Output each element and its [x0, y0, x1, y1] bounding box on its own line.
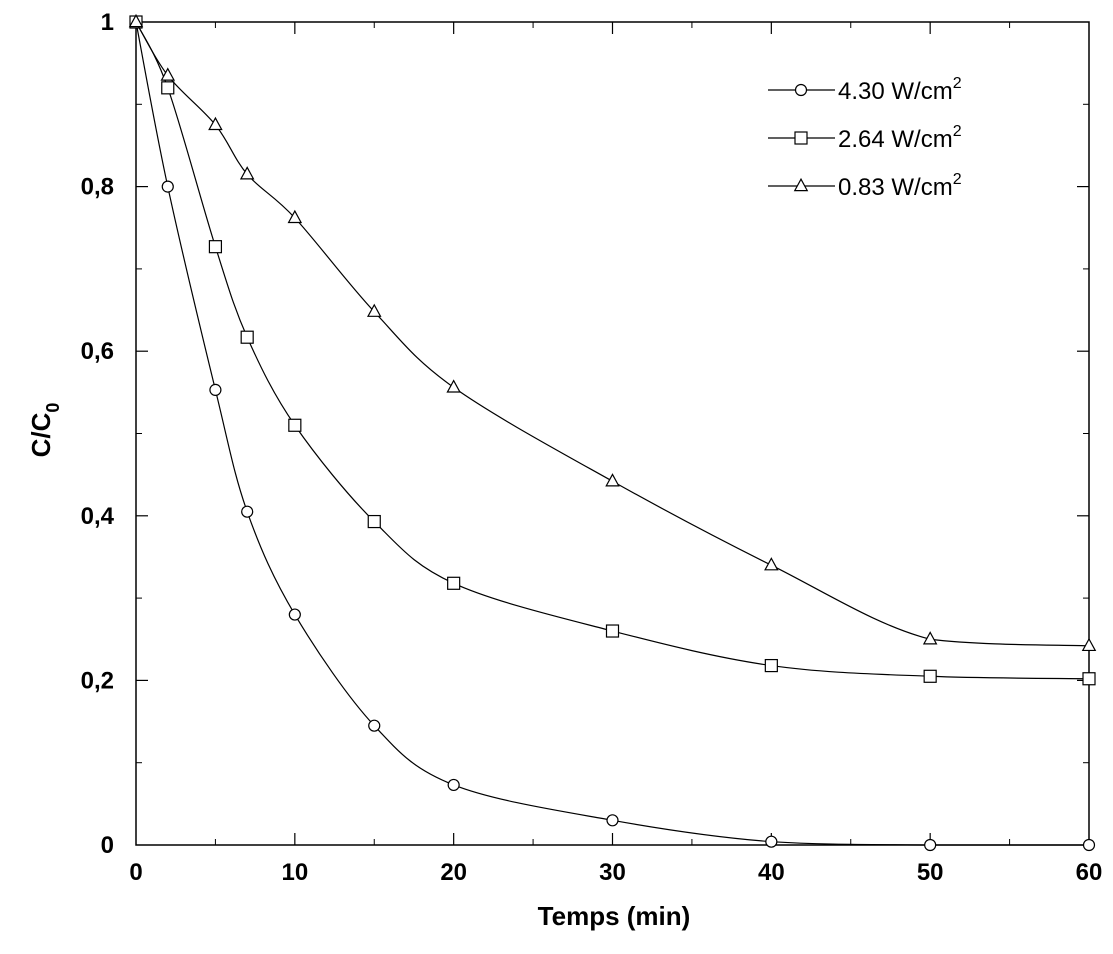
data-point [209, 383, 222, 396]
data-point [922, 631, 938, 645]
legend-marker [794, 131, 808, 145]
y-tick-label: 0,4 [81, 503, 115, 530]
y-tick-label: 0,2 [81, 667, 114, 694]
data-point [764, 557, 779, 571]
data-point [606, 814, 619, 827]
data-point [160, 67, 176, 81]
data-point [764, 658, 778, 673]
legend-label-text: 2.64 W/cm [838, 126, 953, 153]
data-point [161, 81, 175, 95]
legend-label: 0.83 W/cm2 [838, 171, 962, 201]
legend-label-superscript: 2 [953, 123, 962, 140]
data-point [208, 240, 223, 254]
x-axis-title: Temps (min) [538, 901, 691, 931]
tick-labels: 0 10 20 30 40 50 60 0 0,2 0,4 0,6 0,8 1 [81, 9, 1103, 886]
data-point [924, 838, 937, 852]
data-point [128, 13, 144, 28]
series-line [135, 21, 1090, 647]
series-triangle [128, 13, 1097, 652]
y-tick-label: 0 [101, 832, 114, 859]
series-group [128, 13, 1097, 852]
legend-label-superscript: 2 [953, 171, 962, 188]
y-tick-label: 1 [101, 9, 114, 36]
data-point [288, 608, 301, 621]
data-point [368, 719, 381, 732]
data-point [765, 835, 778, 848]
data-point [287, 209, 303, 224]
legend-entry: 4.30 W/cm2 [768, 75, 962, 105]
x-tick-label: 0 [129, 859, 142, 886]
legend-label: 2.64 W/cm2 [838, 123, 962, 153]
data-point [208, 116, 223, 131]
data-point [239, 166, 255, 180]
y-axis-title: C/C0 [26, 403, 63, 458]
series-circle [129, 15, 1096, 852]
x-tick-label: 30 [599, 859, 626, 886]
series-square [129, 15, 1096, 686]
x-tick-label: 20 [440, 859, 467, 886]
x-tick-label: 60 [1076, 859, 1103, 886]
data-point [1082, 838, 1096, 852]
data-point [447, 778, 460, 792]
legend-label-text: 0.83 W/cm [838, 174, 953, 201]
data-point [447, 576, 461, 590]
legend-label-superscript: 2 [953, 75, 962, 92]
data-point [923, 669, 937, 683]
data-point [1082, 672, 1096, 686]
data-point [446, 379, 461, 393]
legend-marker [794, 83, 808, 97]
y-tick-label: 0,8 [81, 174, 114, 201]
data-point [1081, 637, 1097, 652]
series-line [135, 21, 1090, 680]
y-axis-title-subscript: 0 [43, 403, 63, 413]
legend-entry: 0.83 W/cm2 [768, 171, 962, 201]
data-point [605, 624, 620, 638]
x-tick-label: 40 [758, 859, 785, 886]
x-tick-label: 50 [917, 859, 944, 886]
data-point [161, 180, 174, 193]
y-tick-label: 0,6 [81, 338, 114, 365]
data-point [288, 418, 302, 432]
data-point [366, 303, 382, 317]
legend-marker [793, 177, 809, 192]
data-point [367, 514, 381, 529]
y-axis-title-main: C/C [26, 412, 56, 457]
data-point [240, 330, 254, 344]
data-point [605, 473, 620, 487]
legend-label-text: 4.30 W/cm [838, 78, 953, 105]
data-point [241, 505, 254, 518]
x-tick-label: 10 [281, 859, 308, 886]
legend-entry: 2.64 W/cm2 [768, 123, 962, 153]
legend-label: 4.30 W/cm2 [838, 75, 962, 105]
